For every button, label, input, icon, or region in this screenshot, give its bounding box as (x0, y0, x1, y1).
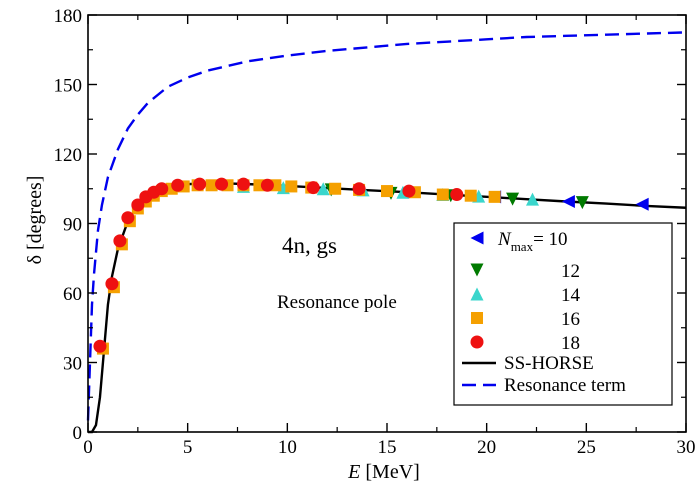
x-tick-label: 5 (183, 437, 193, 458)
x-tick-label: 0 (83, 437, 93, 458)
legend-label-14: 14 (561, 285, 581, 306)
data-point-nmax-16 (488, 190, 501, 203)
data-point-nmax-16 (285, 180, 298, 193)
x-tick-label: 30 (677, 437, 696, 458)
legend-box (453, 222, 673, 406)
y-tick-label: 0 (73, 423, 83, 444)
series-line-6 (86, 31, 687, 421)
y-tick-label: 90 (63, 215, 82, 236)
data-point-nmax-18 (306, 181, 320, 195)
data-point-nmax-18 (352, 182, 366, 196)
data-point-nmax-18 (113, 234, 127, 248)
data-point-nmax-18 (402, 184, 416, 198)
x-tick-label: 10 (278, 437, 297, 458)
legend: Nmax= 10 12 14 16 18 SS-HORSE Resonance … (453, 222, 673, 406)
data-point-nmax-18 (236, 177, 250, 191)
data-point-nmax-10 (561, 194, 575, 208)
data-point-nmax-18 (155, 182, 169, 196)
y-axis-title: δ [degrees] (24, 176, 46, 265)
legend-swatch-16 (471, 312, 483, 324)
data-point-nmax-14 (316, 182, 330, 196)
data-point-nmax-14 (526, 192, 540, 206)
data-point-nmax-16 (329, 182, 342, 195)
legend-swatch-12 (470, 263, 484, 277)
data-point-nmax-16 (464, 189, 477, 202)
y-tick-label: 150 (54, 76, 83, 97)
legend-swatch-14 (470, 287, 484, 301)
x-tick-label: 20 (477, 437, 496, 458)
data-point-nmax-18 (260, 178, 274, 192)
axis-ticks (87, 14, 687, 433)
data-point-nmax-16 (436, 188, 449, 201)
legend-label-resonance-term: Resonance term (504, 375, 626, 396)
x-tick-label: 25 (577, 437, 596, 458)
data-point-nmax-18 (121, 211, 135, 225)
legend-swatches (462, 231, 496, 387)
y-tick-label: 180 (54, 6, 83, 27)
data-point-nmax-12 (575, 196, 589, 210)
data-point-nmax-16 (205, 179, 218, 192)
legend-label-16: 16 (561, 309, 580, 330)
annotation-pole: Resonance pole (277, 292, 397, 313)
legend-label-18: 18 (561, 333, 580, 354)
data-point-nmax-18 (105, 277, 119, 291)
y-tick-label: 120 (54, 145, 83, 166)
data-point-nmax-12 (506, 192, 520, 206)
data-point-nmax-18 (450, 188, 464, 202)
legend-swatch-10 (470, 231, 484, 245)
series-markers (93, 177, 649, 355)
y-tick-label: 60 (63, 284, 82, 305)
legend-swatch-18 (470, 335, 484, 349)
data-point-nmax-18 (93, 339, 107, 353)
legend-label-ss-horse: SS-HORSE (504, 353, 594, 374)
data-point-nmax-18 (215, 177, 229, 191)
data-point-nmax-18 (171, 178, 185, 192)
legend-label-12: 12 (561, 261, 580, 282)
axis-tick-labels: 0 5 10 15 20 25 30 0 30 60 90 120 150 180 (54, 6, 696, 458)
data-point-nmax-10 (635, 197, 649, 211)
x-axis-title: E [MeV] (347, 461, 420, 483)
legend-label-10: Nmax= 10 (497, 229, 568, 254)
data-point-nmax-16 (381, 185, 393, 198)
x-tick-label: 15 (378, 437, 397, 458)
data-point-nmax-18 (193, 177, 207, 191)
y-tick-label: 30 (63, 354, 82, 375)
data-point-nmax-18 (131, 198, 145, 212)
annotation-system: 4n, gs (282, 233, 337, 258)
